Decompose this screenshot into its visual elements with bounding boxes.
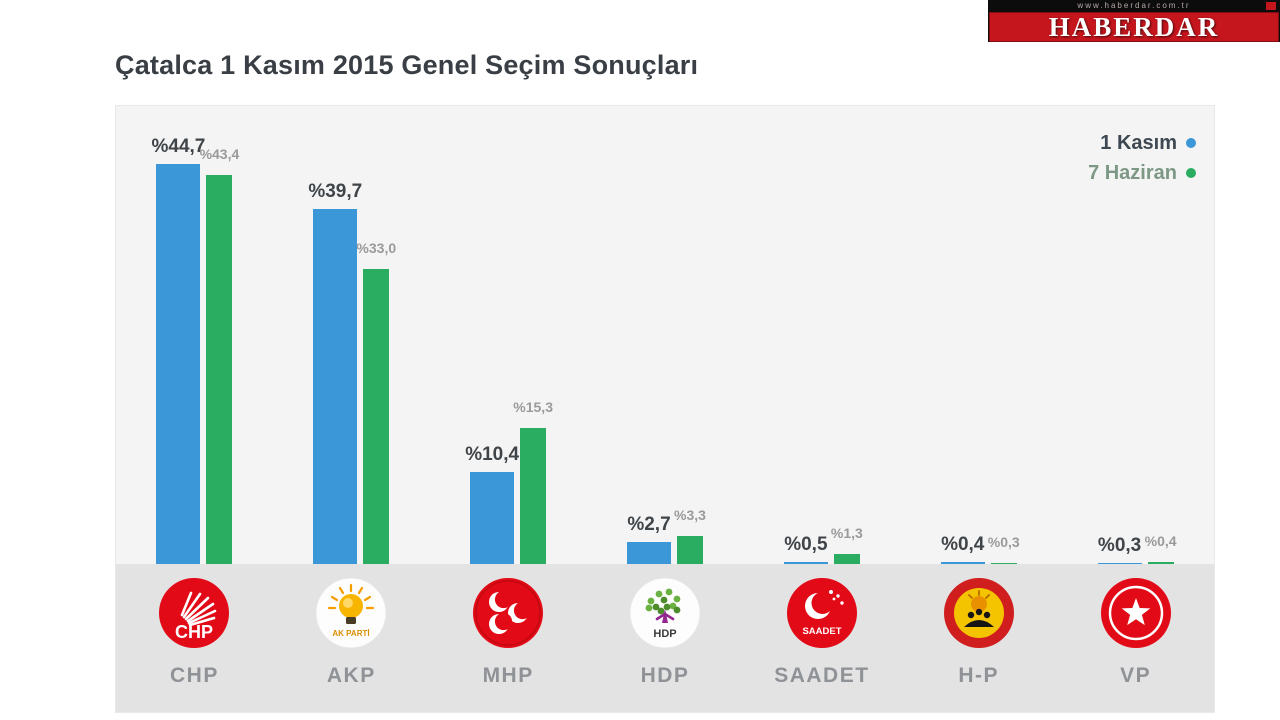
bar-hdp-1kasim[interactable] (627, 541, 671, 566)
bar-group-chp: %44,7 %43,4 (116, 106, 273, 566)
value-label-7haziran: %0,4 (1144, 533, 1177, 550)
bar-group-mhp: %10,4 %15,3 (430, 106, 587, 566)
party-name: H-P (958, 664, 1000, 687)
bar-mhp-1kasim[interactable] (470, 472, 515, 566)
value-label-7haziran: %15,3 (513, 399, 553, 416)
value-label-7haziran: %1,3 (830, 525, 863, 542)
party-band: CHP CHP (116, 564, 1214, 712)
bar-saadet-7haziran[interactable] (833, 554, 860, 566)
party-name: CHP (170, 664, 219, 687)
bar-chp-7haziran[interactable] (206, 175, 233, 566)
saadet-logo-icon: SAADET (786, 577, 858, 649)
legend-label: 1 Kasım (1100, 131, 1177, 154)
party-mhp: MHP (430, 564, 587, 712)
bar-group-saadet: %0,5 %1,3 (743, 106, 900, 566)
party-akp: AK PARTİ AKP (273, 564, 430, 712)
value-label-1kasim: %39,7 (308, 180, 363, 202)
value-label-7haziran: %43,4 (199, 146, 240, 163)
svg-text:SAADET: SAADET (802, 626, 841, 637)
vp-logo-icon (1100, 577, 1172, 649)
bar-group-hdp: %2,7 %3,3 (587, 106, 744, 566)
plot-area: %44,7 %43,4 %39,7 %33,0 %10,4 %15,3 (116, 106, 1214, 566)
election-bar-chart: %44,7 %43,4 %39,7 %33,0 %10,4 %15,3 (115, 105, 1215, 713)
party-vp: VP (1057, 564, 1214, 712)
haberdar-logo: www.haberdar.com.tr HABERDAR (988, 0, 1280, 42)
party-name: VP (1120, 664, 1152, 687)
bar-group-hp: %0,4 %0,3 (900, 106, 1057, 566)
hp-logo-icon (943, 577, 1015, 649)
chart-title: Çatalca 1 Kasım 2015 Genel Seçim Sonuçla… (115, 50, 699, 80)
brand-url-text: www.haberdar.com.tr (1077, 1, 1191, 10)
value-label-7haziran: %33,0 (356, 240, 397, 256)
bar-akp-1kasim[interactable] (313, 208, 358, 566)
value-label-1kasim: %0,3 (1097, 535, 1142, 557)
legend-dot-green-icon (1186, 168, 1196, 178)
value-label-7haziran: %3,3 (674, 507, 706, 524)
party-hp: H-P (900, 564, 1057, 712)
value-label-1kasim: %10,4 (465, 444, 520, 466)
legend-label: 7 Haziran (1088, 161, 1177, 184)
value-label-1kasim: %44,7 (151, 135, 206, 157)
svg-text:CHP: CHP (175, 622, 213, 642)
bar-akp-7haziran[interactable] (363, 269, 390, 566)
akp-logo-icon: AK PARTİ (315, 577, 387, 649)
brand-name: HABERDAR (989, 12, 1279, 42)
value-label-7haziran: %0,3 (987, 534, 1020, 551)
party-chp: CHP CHP (116, 564, 273, 712)
value-label-1kasim: %0,5 (784, 533, 828, 555)
hdp-logo-icon: HDP (629, 577, 701, 649)
party-saadet: SAADET SAADET (743, 564, 900, 712)
party-name: MHP (482, 664, 534, 687)
svg-text:AK PARTİ: AK PARTİ (333, 629, 370, 638)
legend: 1 Kasım 7 Haziran (1088, 128, 1196, 188)
party-name: SAADET (774, 664, 870, 687)
legend-dot-blue-icon (1186, 138, 1196, 148)
bar-saadet-1kasim[interactable] (783, 561, 828, 566)
haberdar-logo-topstrip: www.haberdar.com.tr (988, 0, 1280, 12)
bar-hdp-7haziran[interactable] (677, 536, 703, 566)
brand-corner-icon (1266, 2, 1276, 10)
bar-group-akp: %39,7 %33,0 (273, 106, 430, 566)
legend-item-1kasim[interactable]: 1 Kasım (1088, 128, 1196, 158)
legend-item-7haziran[interactable]: 7 Haziran (1088, 158, 1196, 188)
bar-chp-1kasim[interactable] (156, 163, 201, 566)
svg-text:HDP: HDP (653, 628, 676, 640)
value-label-1kasim: %2,7 (627, 513, 671, 535)
party-name: HDP (640, 664, 690, 687)
party-name: AKP (326, 664, 376, 687)
mhp-logo-icon (472, 577, 544, 649)
bar-mhp-7haziran[interactable] (520, 428, 547, 566)
party-hdp: HDP HDP (587, 564, 744, 712)
chp-logo-icon: CHP (158, 577, 230, 649)
value-label-1kasim: %0,4 (941, 534, 985, 556)
